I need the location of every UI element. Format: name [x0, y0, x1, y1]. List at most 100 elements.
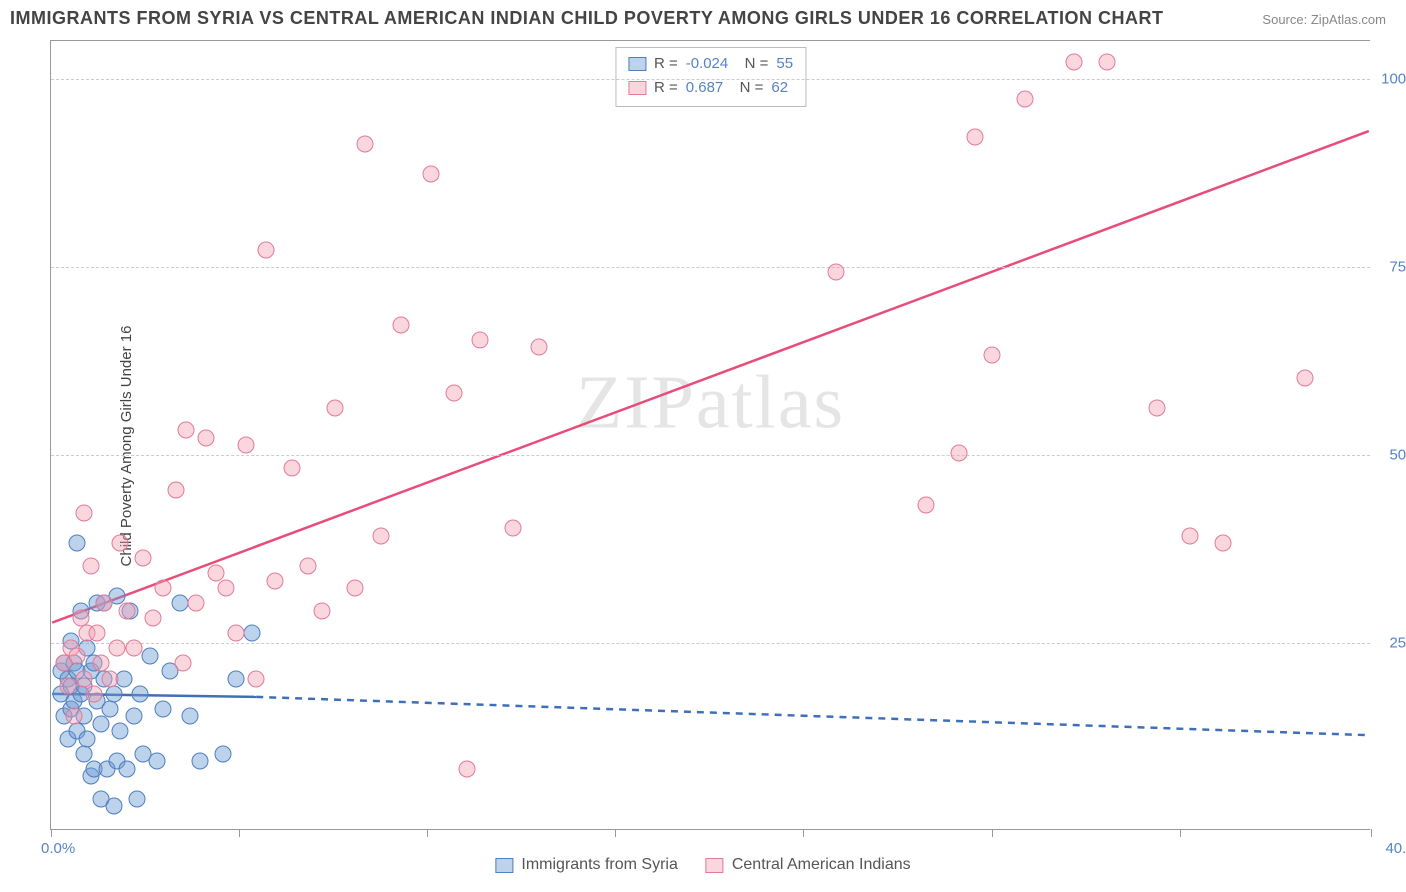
data-point	[135, 550, 152, 567]
data-point	[191, 753, 208, 770]
watermark: ZIPatlas	[576, 360, 845, 447]
data-point	[105, 798, 122, 815]
x-tick	[427, 829, 428, 837]
data-point	[102, 700, 119, 717]
data-point	[326, 399, 343, 416]
data-point	[247, 670, 264, 687]
gridline	[51, 79, 1370, 80]
data-point	[112, 535, 129, 552]
data-point	[1148, 399, 1165, 416]
data-point	[102, 670, 119, 687]
data-point	[168, 482, 185, 499]
x-axis-max-label: 40.0%	[1385, 840, 1406, 857]
x-tick	[992, 829, 993, 837]
data-point	[105, 685, 122, 702]
data-point	[208, 565, 225, 582]
x-tick	[1371, 829, 1372, 837]
data-point	[59, 678, 76, 695]
data-point	[178, 422, 195, 439]
data-point	[458, 760, 475, 777]
data-point	[1016, 91, 1033, 108]
data-point	[300, 557, 317, 574]
scatter-plot: ZIPatlas R = -0.024 N = 55 R = 0.687 N =…	[50, 40, 1370, 830]
legend-item-blue: Immigrants from Syria	[495, 856, 677, 874]
data-point	[109, 640, 126, 657]
data-point	[89, 625, 106, 642]
x-tick	[51, 829, 52, 837]
data-point	[267, 572, 284, 589]
data-point	[198, 429, 215, 446]
x-tick	[1180, 829, 1181, 837]
data-point	[128, 790, 145, 807]
data-point	[313, 602, 330, 619]
data-point	[118, 602, 135, 619]
data-point	[1181, 527, 1198, 544]
data-point	[69, 535, 86, 552]
data-point	[283, 459, 300, 476]
data-point	[118, 760, 135, 777]
data-point	[148, 753, 165, 770]
chart-title: IMMIGRANTS FROM SYRIA VS CENTRAL AMERICA…	[10, 8, 1164, 29]
data-point	[531, 339, 548, 356]
data-point	[155, 580, 172, 597]
data-point	[155, 700, 172, 717]
legend-item-pink: Central American Indians	[706, 856, 911, 874]
x-axis-min-label: 0.0%	[41, 840, 75, 857]
data-point	[917, 497, 934, 514]
data-point	[445, 384, 462, 401]
swatch-pink-icon	[628, 81, 646, 95]
data-point	[472, 331, 489, 348]
data-point	[76, 670, 93, 687]
data-point	[142, 647, 159, 664]
data-point	[214, 745, 231, 762]
source-attribution: Source: ZipAtlas.com	[1262, 12, 1386, 27]
regression-lines	[51, 41, 1370, 829]
data-point	[227, 625, 244, 642]
data-point	[69, 647, 86, 664]
data-point	[346, 580, 363, 597]
data-point	[967, 128, 984, 145]
data-point	[983, 347, 1000, 364]
correlation-legend: R = -0.024 N = 55 R = 0.687 N = 62	[615, 47, 806, 107]
gridline	[51, 455, 1370, 456]
data-point	[76, 505, 93, 522]
data-point	[175, 655, 192, 672]
y-tick-label: 75.0%	[1389, 258, 1406, 275]
data-point	[92, 715, 109, 732]
data-point	[92, 655, 109, 672]
data-point	[828, 264, 845, 281]
data-point	[1066, 53, 1083, 70]
data-point	[66, 708, 83, 725]
data-point	[76, 745, 93, 762]
data-point	[132, 685, 149, 702]
y-tick-label: 25.0%	[1389, 634, 1406, 651]
data-point	[1099, 53, 1116, 70]
data-point	[125, 640, 142, 657]
swatch-blue-icon	[495, 858, 513, 873]
data-point	[181, 708, 198, 725]
y-tick-label: 50.0%	[1389, 446, 1406, 463]
data-point	[244, 625, 261, 642]
legend-label-blue: Immigrants from Syria	[521, 856, 677, 874]
source-label: Source:	[1262, 12, 1307, 27]
gridline	[51, 643, 1370, 644]
y-tick-label: 100.0%	[1381, 70, 1406, 87]
source-site: ZipAtlas.com	[1311, 12, 1386, 27]
x-tick	[615, 829, 616, 837]
data-point	[237, 437, 254, 454]
data-point	[85, 685, 102, 702]
data-point	[95, 595, 112, 612]
data-point	[79, 730, 96, 747]
legend-row-blue: R = -0.024 N = 55	[628, 52, 793, 76]
data-point	[112, 723, 129, 740]
legend-label-pink: Central American Indians	[732, 856, 911, 874]
data-point	[171, 595, 188, 612]
swatch-pink-icon	[706, 858, 724, 873]
x-tick	[239, 829, 240, 837]
data-point	[950, 444, 967, 461]
x-tick	[803, 829, 804, 837]
data-point	[217, 580, 234, 597]
legend-r-value-blue: -0.024	[686, 52, 729, 76]
data-point	[505, 520, 522, 537]
data-point	[356, 136, 373, 153]
